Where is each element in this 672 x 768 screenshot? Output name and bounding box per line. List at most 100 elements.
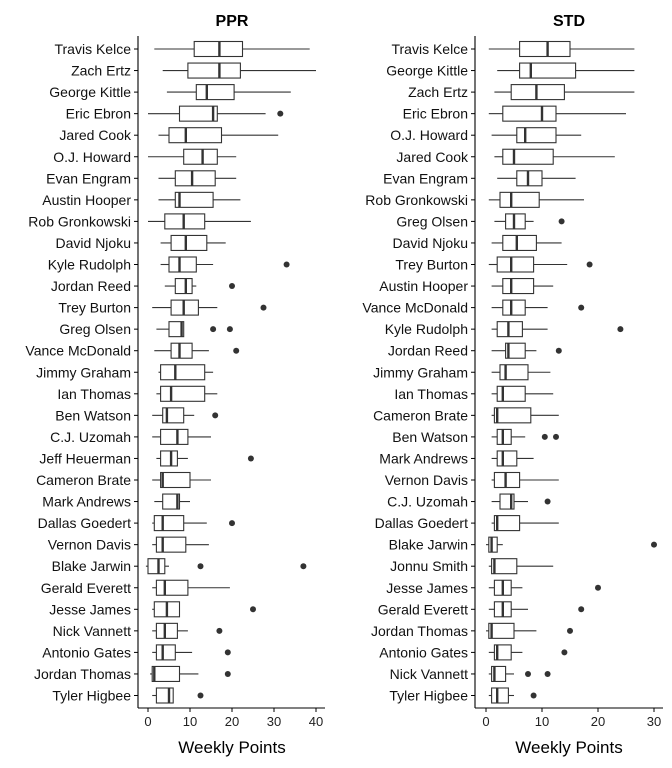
box-outlier-point (300, 563, 307, 570)
box-iqr (155, 536, 187, 553)
y-tick-label: George Kittle (386, 63, 468, 79)
box-iqr (195, 84, 235, 101)
box-outlier-point (224, 670, 231, 677)
y-tick-label: Greg Olsen (59, 321, 131, 337)
x-axis-title-std: Weekly Points (515, 738, 622, 757)
y-tick-label: Zach Ertz (408, 84, 468, 100)
box-outlier-point (544, 498, 551, 505)
box-iqr (160, 450, 178, 467)
box-iqr (174, 170, 216, 187)
box-iqr (178, 105, 218, 122)
box-iqr (170, 234, 208, 251)
y-tick-label: Trey Burton (395, 257, 468, 273)
box-outlier-point (216, 627, 223, 634)
y-tick-label: Greg Olsen (396, 213, 468, 229)
y-tick-label: Ian Thomas (394, 386, 468, 402)
box-outlier-point (197, 563, 204, 570)
y-tick-label: Nick Vannett (390, 666, 468, 682)
box-iqr (168, 256, 197, 273)
box-iqr (519, 40, 571, 58)
y-tick-label: C.J. Uzomah (387, 494, 468, 510)
y-tick-label: C.J. Uzomah (50, 429, 131, 445)
panel-title-ppr: PPR (216, 13, 249, 30)
box-outlier-point (541, 433, 548, 440)
y-tick-label: Mark Andrews (42, 494, 131, 510)
y-tick-label: Jimmy Graham (373, 364, 468, 380)
y-tick-label: David Njoku (393, 235, 468, 251)
box-iqr (491, 558, 518, 575)
box-iqr (160, 428, 189, 445)
box-iqr (153, 515, 185, 532)
y-tick-label: Ben Watson (55, 407, 131, 423)
box-iqr (496, 256, 535, 273)
y-tick-label: Austin Hooper (42, 192, 131, 208)
y-tick-label: Nick Vannett (53, 623, 131, 639)
y-tick-label: Trey Burton (58, 300, 131, 316)
y-tick-label: Jimmy Graham (36, 364, 131, 380)
box-iqr (493, 471, 521, 489)
box-iqr (496, 428, 512, 445)
box-outlier-point (250, 606, 256, 613)
box-iqr (496, 321, 523, 338)
box-iqr (516, 170, 543, 187)
x-tick-label: 10 (535, 714, 549, 729)
y-tick-label: Kyle Rudolph (385, 321, 468, 337)
y-tick-label: Vance McDonald (362, 300, 468, 316)
box-iqr (168, 321, 185, 338)
y-tick-label: Jesse James (49, 601, 131, 617)
box-iqr (183, 148, 218, 165)
y-tick-label: Travis Kelce (391, 41, 468, 57)
y-tick-label: O.J. Howard (53, 149, 131, 165)
box-iqr (174, 191, 214, 208)
box-iqr (155, 687, 174, 704)
box-iqr (151, 665, 181, 683)
y-tick-label: David Njoku (56, 235, 131, 251)
box-outlier-point (247, 455, 254, 462)
y-tick-label: Jeff Heuerman (39, 450, 131, 466)
box-outlier-point (233, 347, 240, 354)
box-iqr (496, 450, 518, 467)
y-tick-label: Eric Ebron (66, 106, 131, 122)
box-iqr (510, 84, 565, 101)
y-tick-label: Blake Jarwin (52, 558, 131, 574)
x-tick-label: 30 (647, 714, 661, 729)
y-tick-label: Tyler Higbee (389, 688, 468, 704)
box-iqr (155, 644, 176, 661)
x-tick-label: 10 (183, 714, 197, 729)
y-tick-label: Rob Gronkowski (365, 192, 468, 208)
y-tick-label: Tyler Higbee (52, 688, 131, 704)
y-tick-label: Jesse James (386, 580, 468, 596)
box-outlier-point (283, 261, 290, 268)
y-tick-label: Jordan Reed (51, 278, 131, 294)
box-outlier-point (525, 670, 531, 677)
box-iqr (502, 105, 557, 122)
box-outlier-point (595, 584, 601, 591)
box-outlier-point (277, 110, 284, 117)
box-iqr (147, 558, 166, 575)
y-tick-label: Gerald Everett (378, 601, 468, 617)
box-outlier-point (229, 283, 235, 290)
box-outlier-point (651, 541, 657, 548)
box-outlier-point (617, 326, 624, 333)
y-tick-label: O.J. Howard (390, 127, 468, 143)
box-outlier-point (544, 670, 551, 677)
box-iqr (505, 213, 526, 230)
box-iqr (160, 385, 206, 402)
box-outlier-point (586, 261, 593, 268)
box-iqr (168, 127, 223, 144)
y-tick-label: Austin Hooper (379, 278, 468, 294)
y-tick-label: Vernon Davis (385, 472, 468, 488)
y-tick-label: Evan Engram (46, 170, 131, 186)
box-iqr (496, 385, 526, 402)
y-tick-label: Travis Kelce (54, 41, 131, 57)
box-iqr (493, 515, 521, 532)
box-outlier-point (260, 304, 267, 311)
y-tick-label: Dallas Goedert (375, 515, 468, 531)
box-outlier-point (553, 433, 559, 440)
y-tick-label: Jared Cook (396, 149, 469, 165)
box-iqr (493, 407, 532, 424)
y-tick-label: Rob Gronkowski (28, 213, 131, 229)
box-iqr (155, 579, 189, 596)
x-tick-label: 20 (591, 714, 605, 729)
box-iqr (499, 364, 529, 381)
